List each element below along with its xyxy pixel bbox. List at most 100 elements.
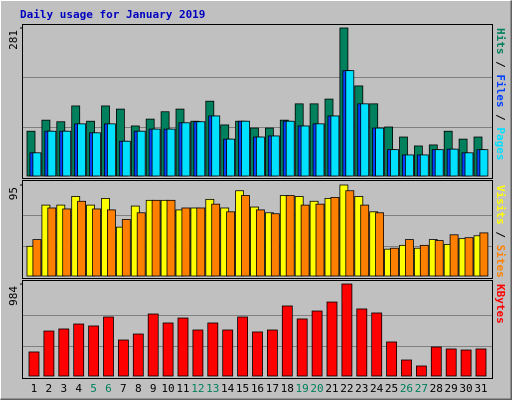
bar	[121, 140, 131, 177]
bar	[73, 323, 85, 377]
x-tick-label: 9	[150, 382, 157, 395]
x-tick-label: 19	[296, 382, 309, 395]
panel-frame	[22, 280, 493, 379]
bar	[281, 305, 293, 377]
x-tick-label: 4	[75, 382, 82, 395]
bar	[296, 318, 308, 377]
bar	[415, 365, 427, 377]
bar	[360, 204, 370, 277]
bar	[434, 240, 444, 277]
bar	[62, 208, 72, 277]
bar	[360, 103, 370, 177]
x-tick-label: 2	[46, 382, 53, 395]
bar	[311, 310, 323, 377]
bar	[434, 149, 444, 177]
legend-separator: /	[494, 108, 507, 128]
bar	[419, 244, 429, 277]
bar	[464, 152, 474, 177]
bar	[404, 154, 414, 177]
bar	[285, 195, 295, 277]
bar	[341, 283, 353, 377]
bar	[207, 322, 219, 377]
bar	[77, 200, 86, 277]
bar	[315, 203, 325, 277]
bar	[132, 333, 144, 377]
legend-separator: /	[494, 225, 507, 245]
bar	[445, 348, 457, 377]
bar	[270, 135, 280, 177]
bar	[181, 207, 191, 277]
bar	[151, 128, 161, 177]
x-tick-label: 17	[266, 382, 279, 395]
bar	[136, 130, 146, 177]
bar	[266, 329, 278, 377]
bar	[330, 115, 340, 177]
x-tick-label: 31	[474, 382, 487, 395]
x-tick-label: 28	[430, 382, 443, 395]
bar	[211, 203, 221, 277]
y-tick-label: 281	[7, 30, 20, 50]
bar	[326, 301, 338, 377]
legend-entry: KBytes	[494, 284, 507, 324]
bar	[460, 349, 472, 377]
bar	[315, 123, 325, 177]
bar	[222, 329, 234, 377]
bar	[77, 123, 86, 177]
x-tick-label: 3	[60, 382, 67, 395]
x-tick-label: 7	[120, 382, 127, 395]
bar	[196, 207, 206, 277]
panel-frame	[22, 24, 493, 179]
x-tick-label: 23	[355, 382, 368, 395]
bar	[386, 341, 398, 377]
bar	[390, 149, 399, 177]
legend: Hits / Files / Pages	[494, 28, 507, 161]
legend-entry: Hits	[494, 28, 507, 55]
bar	[196, 121, 206, 177]
bar	[226, 211, 236, 277]
bar	[255, 136, 265, 177]
bar	[270, 213, 280, 277]
bar	[92, 132, 101, 177]
bar	[162, 322, 174, 377]
legend-entry: Sites	[494, 245, 507, 278]
x-tick-label: 6	[105, 382, 112, 395]
bar	[88, 325, 99, 377]
bar	[255, 209, 265, 277]
x-tick-label: 5	[90, 382, 97, 395]
panel-frame	[22, 180, 493, 279]
bar	[375, 212, 385, 277]
bar	[32, 239, 42, 277]
x-tick-label: 20	[310, 382, 323, 395]
bar	[147, 313, 159, 377]
bar	[300, 204, 310, 277]
bar	[136, 212, 146, 277]
bar	[464, 237, 474, 277]
bar	[252, 331, 263, 377]
x-tick-label: 1	[31, 382, 38, 395]
bar	[475, 348, 487, 377]
x-tick-label: 13	[206, 382, 219, 395]
bar	[226, 138, 236, 177]
bar	[177, 317, 189, 377]
x-tick-label: 14	[221, 382, 235, 395]
bar	[241, 195, 250, 277]
legend: Visits / Sites	[494, 185, 507, 278]
bar	[181, 122, 191, 177]
x-tick-label: 21	[325, 382, 338, 395]
bar	[118, 339, 129, 377]
bar	[479, 149, 489, 177]
bar	[241, 120, 250, 177]
bar	[371, 312, 383, 377]
bar	[166, 128, 176, 177]
bar	[28, 351, 40, 377]
x-tick-label: 15	[236, 382, 249, 395]
bar	[43, 330, 55, 377]
bar	[121, 219, 131, 277]
x-tick-label: 25	[385, 382, 398, 395]
x-tick-label: 29	[445, 382, 458, 395]
bar	[92, 208, 101, 277]
legend-entry: Files	[494, 74, 507, 107]
bar	[419, 154, 429, 177]
y-tick-label: 984	[7, 286, 20, 306]
